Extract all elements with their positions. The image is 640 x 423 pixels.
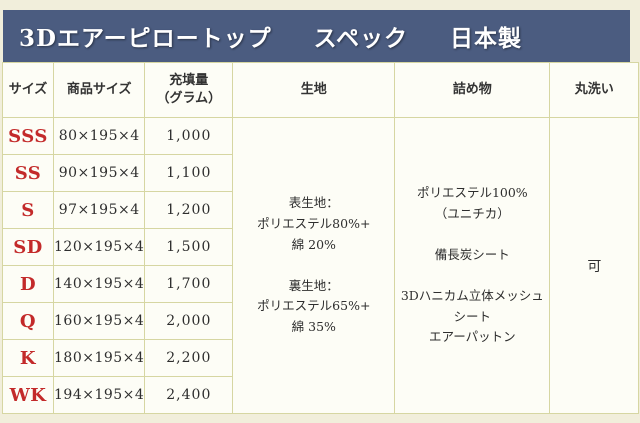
stuffing-cell: ポリエステル100% （ユニチカ） 備長炭シート 3Dハニカム立体メッシュシート… [394, 117, 551, 414]
size-cell: K [2, 339, 54, 377]
dimensions-cell: 194×195×4 [52, 376, 146, 414]
fill-cell: 1,200 [144, 191, 234, 229]
dimensions-cell: 97×195×4 [52, 191, 146, 229]
washable-cell: 可 [549, 117, 640, 414]
size-cell: S [2, 191, 54, 229]
title-product-name: 3Dエアーピロートップ [19, 25, 272, 52]
size-cell: SD [2, 228, 54, 266]
fill-cell: 2,000 [144, 302, 234, 340]
column-header-stuffing: 詰め物 [394, 62, 551, 118]
size-cell: Q [2, 302, 54, 340]
title-made-in-japan: 日本製 [449, 25, 522, 52]
title-banner: 3Dエアーピロートップ スペック 日本製 [3, 10, 630, 62]
dimensions-cell: 140×195×4 [52, 265, 146, 303]
fill-cell: 1,500 [144, 228, 234, 266]
size-cell: D [2, 265, 54, 303]
size-cell: WK [2, 376, 54, 414]
table-row: SD 120×195×4 1,500 [2, 228, 639, 266]
fill-cell: 2,400 [144, 376, 234, 414]
header-row: サイズ 商品サイズ 充填量 （グラム） 生地 詰め物 丸洗い [2, 62, 640, 118]
fill-cell: 1,100 [144, 154, 234, 192]
dimensions-cell: 160×195×4 [52, 302, 146, 340]
table-row: WK 194×195×4 2,400 [2, 376, 639, 414]
column-header-product-size: 商品サイズ [52, 62, 146, 118]
fill-cell: 2,200 [144, 339, 234, 377]
table-row: S 97×195×4 1,200 [2, 191, 639, 229]
table-row: D 140×195×4 1,700 [2, 265, 639, 303]
table-row: SSS 80×195×4 1,000 表生地： ポリエステル80%+ 綿 20%… [2, 117, 640, 414]
size-cell: SS [2, 154, 54, 192]
column-header-washable: 丸洗い [549, 62, 640, 118]
dimensions-cell: 120×195×4 [52, 228, 146, 266]
column-header-fabric: 生地 [232, 62, 396, 118]
dimensions-cell: 90×195×4 [52, 154, 146, 192]
table-row: Q 160×195×4 2,000 [2, 302, 639, 340]
spec-table: サイズ 商品サイズ 充填量 （グラム） 生地 詰め物 丸洗い SSS 80×19… [2, 62, 640, 414]
column-header-size: サイズ [2, 62, 54, 118]
column-header-fill-amount: 充填量 （グラム） [144, 62, 234, 118]
fill-cell: 1,000 [144, 117, 234, 155]
dimensions-cell: 80×195×4 [52, 117, 146, 155]
fabric-cell: 表生地： ポリエステル80%+ 綿 20% 裏生地： ポリエステル65%+ 綿 … [232, 117, 396, 414]
fill-cell: 1,700 [144, 265, 234, 303]
size-cell: SSS [2, 117, 54, 155]
title-spec-label: スペック [313, 25, 408, 52]
table-row: SS 90×195×4 1,100 [2, 154, 639, 192]
table-row: K 180×195×4 2,200 [2, 339, 639, 377]
dimensions-cell: 180×195×4 [52, 339, 146, 377]
